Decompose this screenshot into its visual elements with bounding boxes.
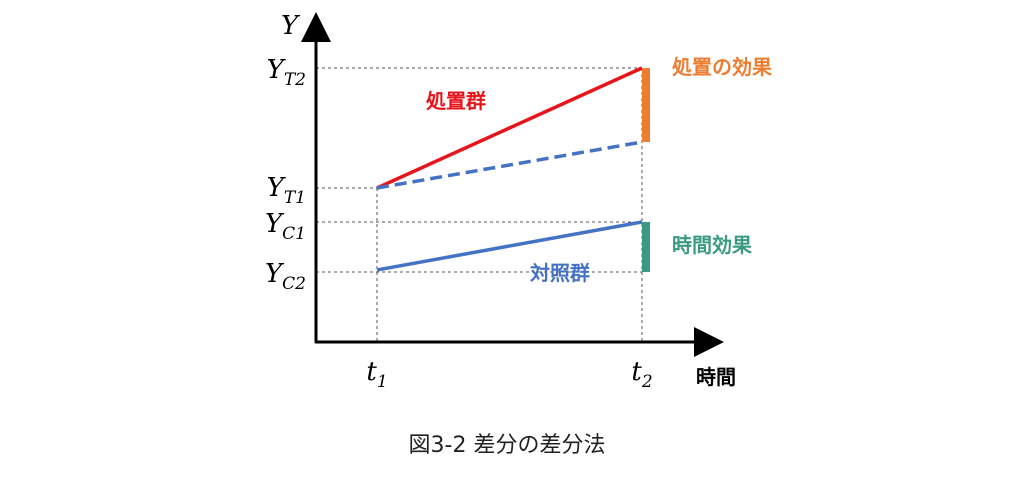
time-effect-bar <box>642 222 650 272</box>
label-base: Y <box>265 259 285 289</box>
guide-lines <box>316 67 643 342</box>
label-base: t <box>631 357 642 387</box>
level-label: YT1 <box>267 173 306 208</box>
level-label: YC2 <box>265 259 306 294</box>
y-axis-label: Y <box>281 11 301 41</box>
treatment-effect-bar <box>642 68 650 142</box>
treatment-line <box>376 66 643 190</box>
control-line <box>376 220 643 272</box>
label-sub: 1 <box>377 372 388 392</box>
level-label: YC1 <box>265 209 306 244</box>
label-sub: 2 <box>641 372 653 392</box>
x-axis-label: 時間 <box>696 365 736 389</box>
counterfactual-line <box>376 140 643 190</box>
level-label: t1 <box>366 357 387 392</box>
label-sub: T2 <box>284 70 306 90</box>
caption: 図3-2 差分の差分法 <box>409 433 606 458</box>
control-group-label: 対照群 <box>529 261 590 285</box>
label-base: t <box>366 357 377 387</box>
level-label: t2 <box>631 357 652 392</box>
label-sub: C1 <box>282 224 306 244</box>
label-sub: T1 <box>284 188 306 208</box>
label-sub: C2 <box>282 274 306 294</box>
label-base: Y <box>265 209 285 239</box>
time-effect-label: 時間効果 <box>672 233 752 257</box>
treatment-effect-label: 処置の効果 <box>672 55 772 79</box>
treatment-group-label: 処置群 <box>426 89 486 113</box>
label-base: Y <box>267 173 287 203</box>
label-base: Y <box>267 55 287 85</box>
level-label: YT2 <box>267 55 306 90</box>
